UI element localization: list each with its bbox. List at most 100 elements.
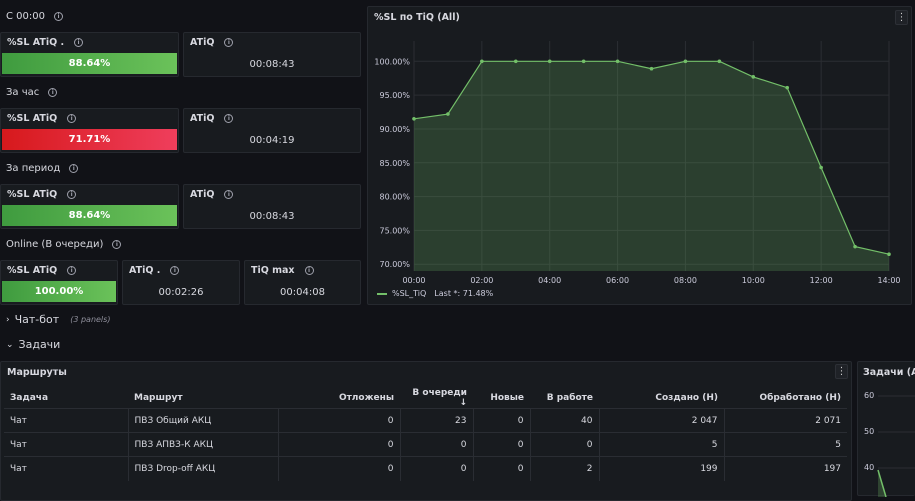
panel-title: TiQ max <box>251 265 295 276</box>
table-cell: 2 047 <box>599 408 725 433</box>
column-header[interactable]: Задача <box>10 393 49 403</box>
stat-panel-sl-atiq-3: %SL ATiQ i 88.64% <box>0 184 179 229</box>
arrow-down-icon: ↓ <box>459 398 467 408</box>
panel-title: ATiQ <box>190 113 215 124</box>
chevron-right-icon: › <box>6 314 10 325</box>
column-header[interactable]: В работе <box>546 393 593 403</box>
stat-value: 100.00% <box>2 281 116 302</box>
row-tasks-expanded[interactable]: ⌄ Задачи <box>6 338 60 351</box>
column-header-sorted[interactable]: В очереди ↓ <box>400 388 473 409</box>
panel-title: %SL ATiQ <box>7 265 58 276</box>
stat-panel-sl-atiq-4: %SL ATiQ i 100.00% <box>0 260 118 305</box>
stat-value: 88.64% <box>2 205 177 226</box>
section-title: За час <box>6 87 40 98</box>
stat-panel-atiq-4: ATiQ . i 00:02:26 <box>122 260 240 305</box>
data-point <box>683 59 688 64</box>
table-cell: Чат <box>4 408 129 433</box>
panel-title: %SL ATiQ <box>7 113 58 124</box>
column-header[interactable]: Создано (Н) <box>655 393 718 403</box>
panel-menu-icon[interactable]: ⋮ <box>835 364 848 379</box>
y-tick-label: 70.00% <box>379 260 410 269</box>
chevron-down-icon: ⌄ <box>6 339 14 350</box>
info-icon[interactable]: i <box>67 114 77 123</box>
stat-value: 88.64% <box>2 53 177 74</box>
info-icon[interactable]: i <box>304 266 314 275</box>
section-title: Online (В очереди) <box>6 239 104 250</box>
table-cell: 0 <box>400 456 474 481</box>
data-point <box>853 244 857 249</box>
table-cell: Чат <box>4 432 129 457</box>
stat-panel-tiq-max: TiQ max i 00:04:08 <box>244 260 361 305</box>
table-cell: 0 <box>473 432 531 457</box>
y-tick-label: 90.00% <box>379 125 410 134</box>
row-title: Чат-бот <box>14 313 60 326</box>
stat-panel-sl-atiq-2: %SL ATiQ i 71.71% <box>0 108 179 153</box>
panel-title: ATiQ <box>190 37 215 48</box>
tasks-chart-panel: Задачи (All 60 50 40 <box>857 361 915 497</box>
column-header[interactable]: Отложены <box>338 393 394 403</box>
panel-title: ATiQ . <box>129 265 161 276</box>
info-icon[interactable]: i <box>224 114 234 123</box>
y-tick-label: 75.00% <box>379 226 410 235</box>
table-cell: ПВЗ Drop-off АКЦ <box>128 456 279 481</box>
panel-title: %SL ATiQ . <box>7 37 65 48</box>
y-tick-label: 85.00% <box>379 159 410 168</box>
section-label-since-midnight: С 00:00 i <box>6 11 63 22</box>
section-label-online: Online (В очереди) i <box>6 239 122 250</box>
panel-title: ATiQ <box>190 189 215 200</box>
stat-panel-atiq-3: ATiQ i 00:08:43 <box>183 184 361 229</box>
stat-panel-atiq-1: ATiQ i 00:08:43 <box>183 32 361 77</box>
table-cell: 2 <box>530 456 600 481</box>
info-icon[interactable]: i <box>69 164 79 173</box>
chart-legend[interactable]: %SL_TiQ Last *: 71.48% <box>377 289 493 298</box>
info-icon[interactable]: i <box>53 12 63 21</box>
info-icon[interactable]: i <box>224 38 234 47</box>
y-tick-label: 50 <box>864 427 875 436</box>
info-icon[interactable]: i <box>170 266 180 275</box>
panel-menu-icon[interactable]: ⋮ <box>895 10 908 25</box>
info-icon[interactable]: i <box>67 190 77 199</box>
y-tick-label: 60 <box>864 391 875 400</box>
info-icon[interactable]: i <box>67 266 77 275</box>
x-tick-label: 06:00 <box>606 276 629 285</box>
panel-title: Задачи (All <box>863 367 915 378</box>
table-cell: 5 <box>599 432 725 457</box>
table-cell: ПВЗ АПВЗ-К АКЦ <box>128 432 279 457</box>
table-cell: 0 <box>473 456 531 481</box>
table-cell: 0 <box>278 408 401 433</box>
stat-value: 00:08:43 <box>249 211 295 222</box>
panel-title: %SL ATiQ <box>7 189 58 200</box>
info-icon[interactable]: i <box>74 38 84 47</box>
table-cell: 40 <box>530 408 600 433</box>
stat-panel-atiq-2: ATiQ i 00:04:19 <box>183 108 361 153</box>
column-header[interactable]: Обработано (Н) <box>759 393 841 403</box>
table-cell: 0 <box>278 456 401 481</box>
data-point <box>581 59 586 64</box>
info-icon[interactable]: i <box>112 240 122 249</box>
column-header[interactable]: Новые <box>490 393 524 403</box>
table-cell: 23 <box>400 408 474 433</box>
data-point <box>446 112 450 116</box>
table-cell: 197 <box>724 456 847 481</box>
info-icon[interactable]: i <box>224 190 234 199</box>
x-tick-label: 08:00 <box>674 276 697 285</box>
table-cell: ПВЗ Общий АКЦ <box>128 408 279 433</box>
legend-series-name: %SL_TiQ <box>392 289 427 298</box>
row-chatbot-collapsed[interactable]: › Чат-бот (3 panels) <box>6 313 110 326</box>
table-cell: 0 <box>400 432 474 457</box>
info-icon[interactable]: i <box>48 88 58 97</box>
data-point <box>412 116 416 121</box>
tasks-line-chart <box>877 395 915 497</box>
table-cell: 2 071 <box>724 408 847 433</box>
x-tick-label: 00:00 <box>402 276 425 285</box>
row-panel-count: (3 panels) <box>70 315 111 324</box>
data-point <box>819 165 823 170</box>
data-point <box>480 59 484 64</box>
column-header-label: В очереди <box>412 388 467 398</box>
column-header[interactable]: Маршрут <box>134 393 183 403</box>
x-tick-label: 02:00 <box>470 276 493 285</box>
table-row: Чат ПВЗ АПВЗ-К АКЦ 0 0 0 0 5 5 <box>4 432 847 457</box>
table-cell: Чат <box>4 456 129 481</box>
panel-title: %SL по TiQ (All) <box>374 12 460 23</box>
section-title: С 00:00 <box>6 11 45 22</box>
